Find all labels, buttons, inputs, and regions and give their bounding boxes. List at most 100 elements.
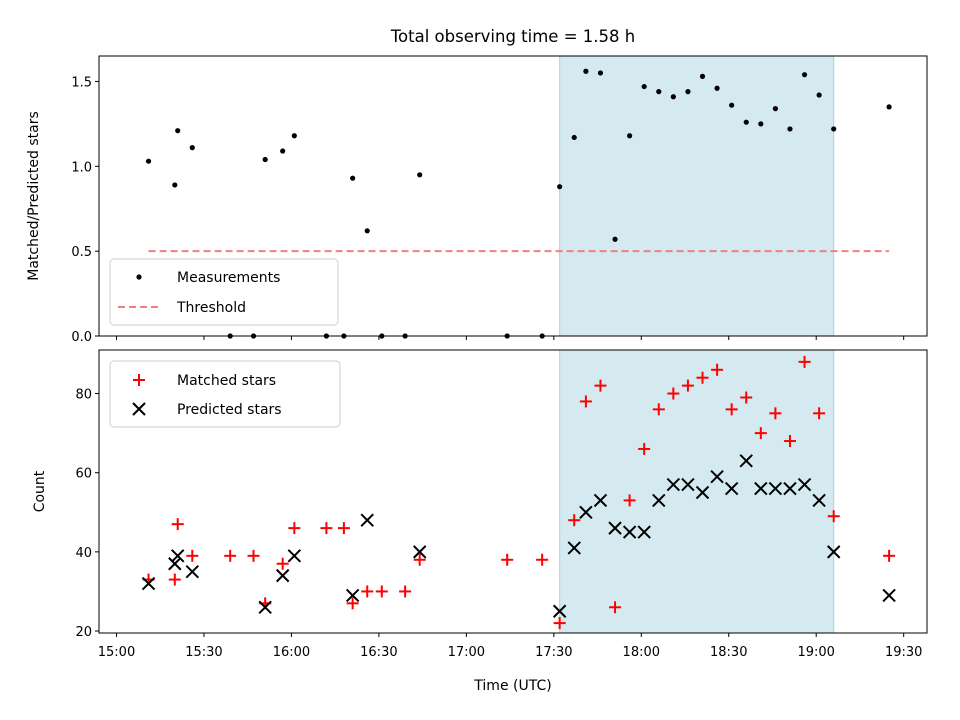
measurement-points	[145, 68, 892, 339]
measurement-point	[656, 89, 662, 95]
top-y-tick-label: 1.5	[71, 75, 92, 90]
predicted-point	[258, 600, 272, 614]
matched-point	[568, 514, 581, 527]
predicted-point	[287, 549, 302, 563]
measurement-point	[670, 94, 676, 100]
predicted-point	[797, 477, 812, 492]
matched-point	[337, 522, 350, 535]
measurement-point	[699, 73, 706, 79]
matched-point	[276, 557, 289, 570]
matched-point	[681, 379, 694, 392]
matched-point	[769, 407, 782, 420]
matched-point	[399, 585, 412, 598]
matched-point	[375, 585, 388, 598]
measurement-point	[612, 236, 618, 242]
legend-predicted: Predicted stars	[177, 402, 282, 418]
predicted-point	[783, 481, 797, 496]
x-tick-label: 19:30	[885, 645, 922, 660]
predicted-point	[768, 481, 783, 496]
matched-point	[186, 549, 199, 562]
measurement-point	[280, 148, 286, 154]
matched-point	[536, 553, 549, 566]
top-frame	[98, 55, 928, 337]
x-tick-label: 17:00	[448, 645, 485, 660]
legend-predicted-marker	[132, 402, 146, 416]
measurement-point	[886, 104, 892, 110]
bottom-y-axis-label: Count	[32, 470, 48, 512]
top-y-ticks: 0.0 0.5 1.0 1.5	[71, 75, 99, 345]
measurement-point	[350, 175, 356, 181]
legend-measurements: Measurements	[177, 270, 280, 286]
predicted-point	[622, 525, 637, 539]
matched-point	[346, 597, 359, 610]
measurement-point	[758, 121, 764, 127]
x-tick-label: 17:30	[535, 645, 572, 660]
measurement-point	[262, 156, 268, 163]
top-highlight-span	[559, 55, 835, 337]
bottom-legend: Matched stars Predicted stars	[109, 360, 341, 428]
predicted-point	[652, 493, 666, 508]
predicted-point	[360, 513, 374, 527]
top-panel: 0.0 0.5 1.0 1.5 Matched/Predicted stars Mea…	[26, 55, 928, 345]
bottom-y-tick-label: 80	[75, 388, 92, 403]
matched-point	[579, 395, 592, 408]
top-y-tick-label: 0.5	[71, 245, 92, 260]
measurement-point	[816, 92, 822, 98]
bottom-y-tick-label: 20	[75, 625, 92, 640]
top-x-ticks	[115, 336, 905, 340]
matched-point	[501, 553, 514, 566]
measurement-point	[172, 182, 178, 188]
measurement-point	[641, 83, 647, 90]
predicted-point	[695, 485, 710, 500]
top-y-tick-label: 0.0	[71, 330, 92, 345]
matched-point	[288, 522, 301, 535]
measurement-point	[417, 172, 423, 178]
predicted-point	[579, 505, 593, 519]
measurement-point	[364, 228, 370, 234]
predicted-points	[141, 454, 896, 618]
measurement-point	[571, 134, 577, 141]
legend-matched-marker	[133, 374, 145, 386]
legend-matched: Matched stars	[177, 373, 276, 389]
measurement-point	[743, 119, 749, 125]
matched-point	[667, 387, 680, 400]
top-legend: Measurements Threshold	[109, 258, 339, 326]
matched-point	[623, 494, 636, 507]
predicted-point	[882, 588, 896, 603]
top-y-axis-label: Matched/Predicted stars	[26, 111, 42, 281]
measurement-point	[685, 89, 691, 95]
predicted-point	[710, 469, 724, 484]
top-legend-box	[109, 258, 339, 326]
predicted-point	[637, 525, 651, 539]
measurement-point	[831, 126, 837, 132]
matched-point	[711, 363, 724, 376]
matched-point	[696, 371, 709, 384]
measurement-point	[557, 184, 563, 190]
predicted-point	[141, 576, 156, 591]
measurement-point	[291, 133, 297, 139]
measurement-point	[772, 106, 778, 112]
matched-point	[594, 379, 607, 392]
predicted-point	[826, 545, 841, 559]
x-tick-label: 18:00	[623, 645, 660, 660]
measurement-point	[729, 102, 735, 108]
matched-point	[827, 510, 840, 523]
measurement-point	[627, 133, 633, 139]
legend-threshold: Threshold	[176, 300, 246, 316]
matched-point	[638, 442, 651, 455]
matched-point	[652, 403, 665, 416]
matched-point	[413, 553, 426, 566]
predicted-point	[185, 564, 200, 579]
predicted-point	[552, 604, 567, 618]
matched-point	[320, 522, 333, 535]
matched-point	[171, 518, 184, 531]
matched-point	[813, 407, 826, 420]
predicted-point	[666, 477, 681, 492]
x-tick-label: 16:00	[273, 645, 310, 660]
predicted-point	[168, 557, 182, 571]
predicted-point	[567, 541, 581, 555]
measurement-point	[787, 126, 793, 132]
matched-point	[725, 403, 738, 416]
predicted-point	[171, 549, 185, 563]
